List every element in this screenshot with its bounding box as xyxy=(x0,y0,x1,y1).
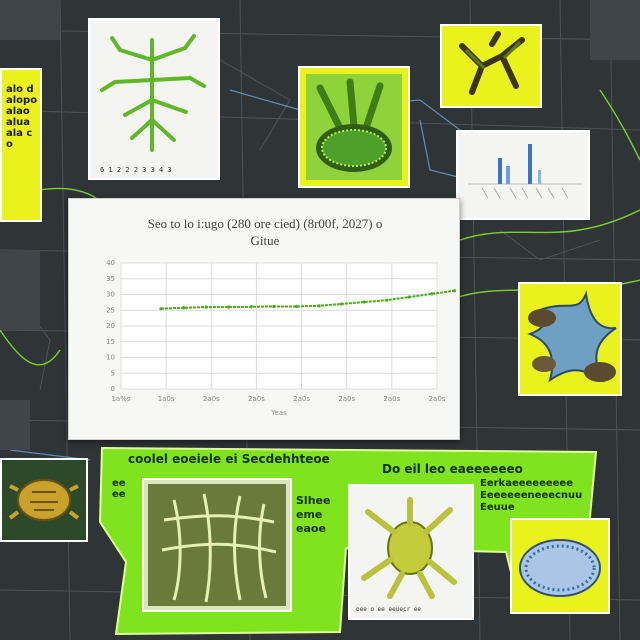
x-tick-label: 2a0s xyxy=(429,395,446,403)
series-point xyxy=(159,307,162,310)
series-point xyxy=(430,292,433,295)
series-point xyxy=(272,305,275,308)
y-tick-label: 30 xyxy=(106,291,115,299)
line-chart: 0 5 10 15 20 25 30 35 40 1a%s 1a0s 2a0s 2a0s 2a0s 2a0… xyxy=(69,199,461,441)
mini-bar-chart-icon xyxy=(458,132,588,218)
root-specimen-icon xyxy=(442,26,540,106)
coral-specimen-card[interactable]: oee o ee eeuecr ee xyxy=(348,484,474,620)
x-tick-label: 1a%s xyxy=(111,395,130,403)
banner-side-text: Slhee eme eaoe xyxy=(296,494,346,536)
x-tick-label: 2a0s xyxy=(203,395,220,403)
mini-chart-card[interactable] xyxy=(456,130,590,220)
fern-fossil-card[interactable] xyxy=(142,478,292,612)
x-axis-ticks: 1a%s 1a0s 2a0s 2a0s 2a0s 2a0s 2a0s 2a0s xyxy=(111,395,445,403)
series-point xyxy=(363,300,366,303)
series-point xyxy=(295,305,298,308)
tortoise-fossil-icon xyxy=(2,460,86,540)
series-point xyxy=(385,299,388,302)
fern-fossil-icon xyxy=(144,480,290,610)
banner-right-text: Eerkaeeeeeeeee Eeeeeeeneeecnuu Eeuue xyxy=(480,478,576,514)
left-sticky-note[interactable]: alo d alopo alao alua ala co xyxy=(0,68,42,222)
series-point xyxy=(182,306,185,309)
fungus-specimen-card[interactable] xyxy=(518,282,622,396)
y-tick-label: 5 xyxy=(111,369,115,377)
plant-specimen-caption: 6 1 2 2 2 3 3 4 3 xyxy=(100,166,172,174)
x-tick-label: 2a0s xyxy=(338,395,355,403)
x-tick-label: 2a0s xyxy=(293,395,310,403)
y-tick-label: 20 xyxy=(106,322,115,330)
y-tick-label: 0 xyxy=(111,385,115,393)
series-point xyxy=(408,295,411,298)
plant-specimen-icon xyxy=(90,20,218,160)
x-axis-label: Yeas xyxy=(270,409,287,417)
series-point xyxy=(340,302,343,305)
coral-specimen-icon xyxy=(350,486,472,604)
y-tick-label: 40 xyxy=(106,259,115,267)
root-specimen-card[interactable] xyxy=(440,24,542,108)
coral-caption: oee o ee eeuecr ee xyxy=(356,606,421,613)
x-tick-label: 2a0s xyxy=(248,395,265,403)
leaf-cluster-icon xyxy=(300,68,408,186)
tortoise-fossil-card[interactable] xyxy=(0,458,88,542)
banner-left-text: ee ee xyxy=(112,478,142,500)
banner-headline-2: Do eil leo eaeeeeeeo xyxy=(382,462,592,476)
series-point xyxy=(317,304,320,307)
series-point xyxy=(453,289,456,292)
left-sticky-text: alo d alopo alao alua ala co xyxy=(2,70,40,150)
y-tick-label: 25 xyxy=(106,306,115,314)
line-chart-panel[interactable]: Seo to lo i:ugo (280 ore cied) (8r00f, 2… xyxy=(68,198,460,440)
series-point xyxy=(205,306,208,309)
y-tick-label: 35 xyxy=(106,275,115,283)
chart-grid xyxy=(121,263,437,389)
leaf-cluster-card[interactable] xyxy=(298,66,410,188)
banner-headline-1: coolel eoeiele ei Secdehhteoe xyxy=(128,452,384,466)
x-tick-label: 1a0s xyxy=(158,395,175,403)
y-tick-label: 10 xyxy=(106,354,115,362)
x-tick-label: 2a0s xyxy=(383,395,400,403)
fungus-specimen-icon xyxy=(520,284,620,394)
plant-specimen-card[interactable]: 6 1 2 2 2 3 3 4 3 xyxy=(88,18,220,180)
y-axis-ticks: 0 5 10 15 20 25 30 35 40 xyxy=(106,259,115,393)
seed-pod-icon xyxy=(512,520,608,612)
y-tick-label: 15 xyxy=(106,338,115,346)
series-point xyxy=(250,305,253,308)
seed-pod-card[interactable] xyxy=(510,518,610,614)
series-point xyxy=(227,306,230,309)
